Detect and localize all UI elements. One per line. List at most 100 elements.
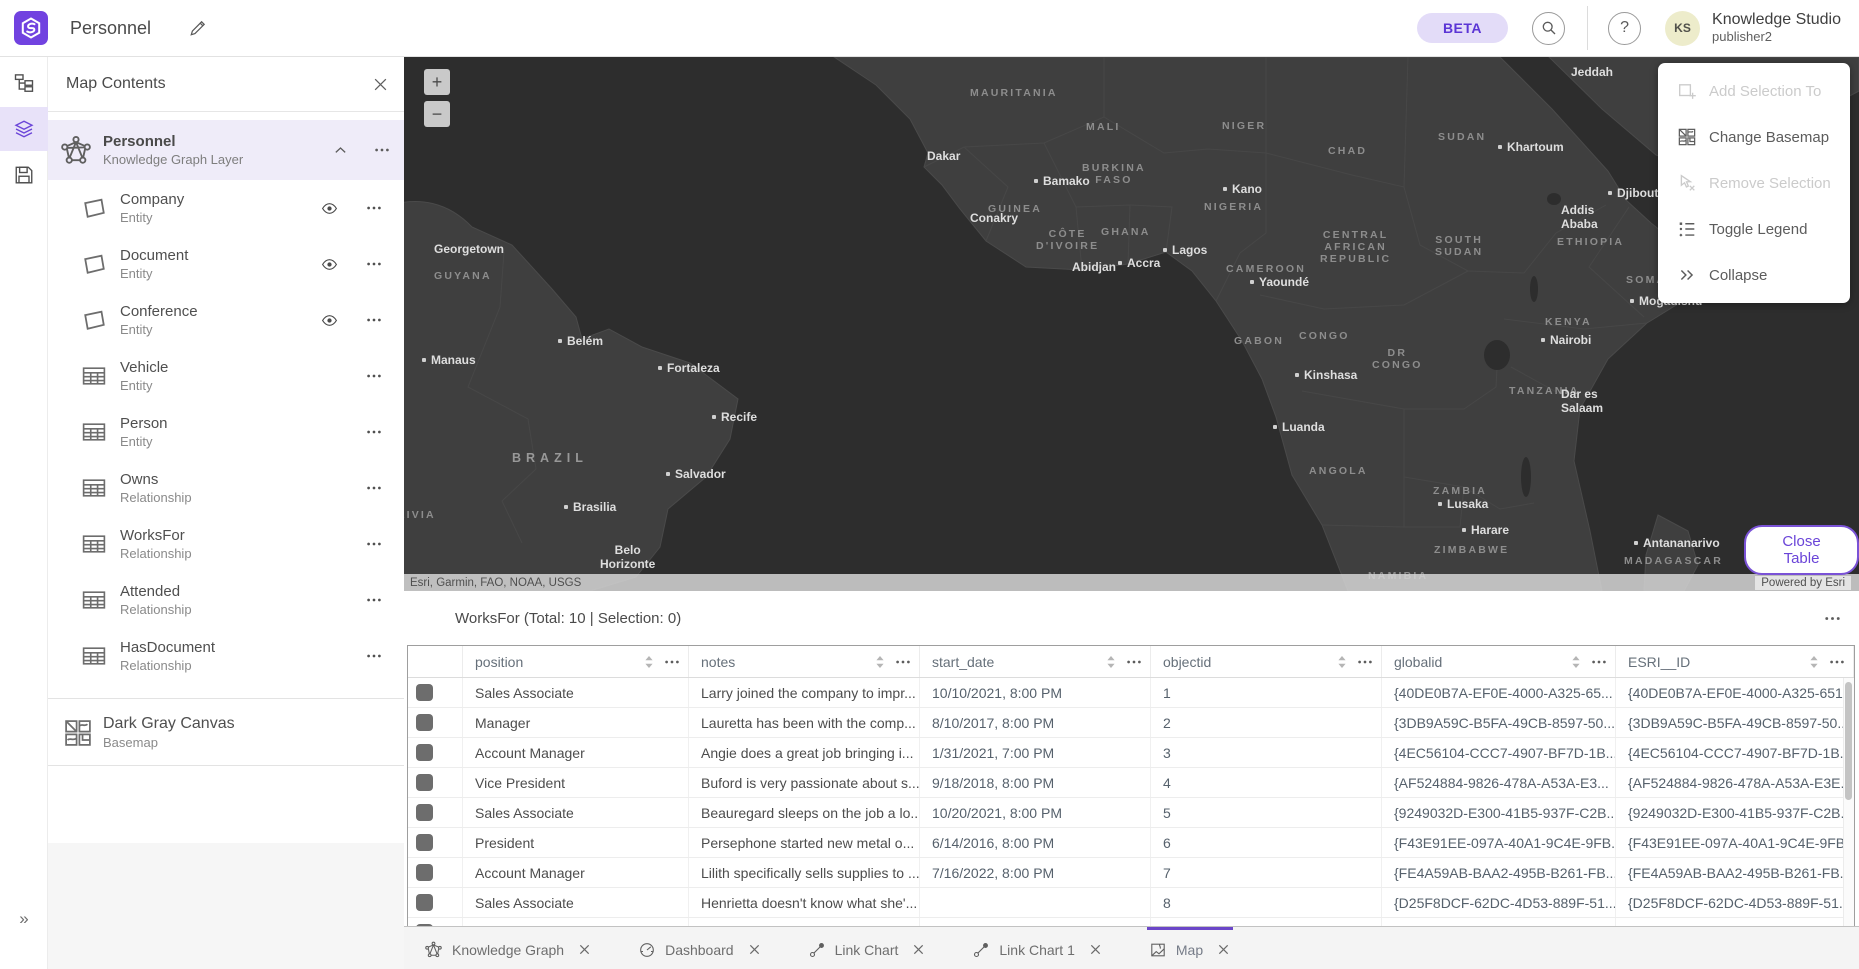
close-panel-icon[interactable] — [373, 77, 388, 92]
workspace-user: publisher2 — [1712, 28, 1773, 44]
layer-options-icon[interactable] — [366, 200, 382, 216]
visibility-eye-icon[interactable] — [321, 200, 338, 217]
cell-esri_id: {D25F8DCF-62DC-4D53-889F-51... — [1616, 888, 1854, 917]
sort-icon[interactable] — [875, 655, 885, 669]
layer-item-owns[interactable]: Owns Relationship — [48, 460, 404, 516]
zoom-in-button[interactable]: + — [424, 69, 450, 95]
menu-item-change-basemap[interactable]: Change Basemap — [1658, 114, 1850, 160]
layer-item-attended[interactable]: Attended Relationship — [48, 572, 404, 628]
avatar[interactable]: KS — [1665, 10, 1701, 46]
layer-options-icon[interactable] — [366, 480, 382, 496]
sort-icon[interactable] — [644, 655, 654, 669]
tab-dashboard[interactable]: Dashboard — [636, 927, 764, 969]
zoom-out-button[interactable]: − — [424, 101, 450, 127]
cell-notes: Beauregard sleeps on the job a lo... — [689, 798, 920, 827]
close-tab-icon[interactable] — [912, 943, 925, 956]
basemap-item[interactable]: Dark Gray Canvas Basemap — [48, 698, 404, 766]
layer-item-vehicle[interactable]: Vehicle Entity — [48, 348, 404, 404]
sort-icon[interactable] — [1337, 655, 1347, 669]
visibility-eye-icon[interactable] — [321, 312, 338, 329]
edit-title-icon[interactable] — [189, 19, 207, 37]
layer-options-icon[interactable] — [366, 256, 382, 272]
layer-title: Person — [120, 415, 168, 432]
close-tab-icon[interactable] — [578, 943, 591, 956]
close-tab-icon[interactable] — [1217, 943, 1230, 956]
layer-item-hasdocument[interactable]: HasDocument Relationship — [48, 628, 404, 684]
column-label: globalid — [1394, 653, 1443, 670]
close-tab-icon[interactable] — [748, 943, 761, 956]
rail-save-button[interactable] — [0, 153, 48, 197]
menu-item-label: Collapse — [1709, 266, 1768, 284]
tab-label: Link Chart 1 — [999, 941, 1075, 958]
rail-data-model-button[interactable] — [0, 61, 48, 105]
help-button[interactable]: ? — [1608, 11, 1642, 45]
header-divider — [1587, 6, 1589, 50]
cell-position: President — [463, 828, 689, 857]
expand-rail-button[interactable]: » — [19, 909, 29, 928]
layer-options-icon[interactable] — [366, 424, 382, 440]
column-header-notes[interactable]: notes — [689, 646, 920, 677]
column-options-icon[interactable] — [1829, 654, 1845, 670]
column-options-icon[interactable] — [664, 654, 680, 670]
layer-options-icon[interactable] — [366, 368, 382, 384]
search-button[interactable] — [1532, 11, 1566, 45]
row-checkbox[interactable] — [416, 834, 433, 851]
layer-group-personnel[interactable]: Personnel Knowledge Graph Layer — [48, 120, 404, 180]
column-options-icon[interactable] — [1591, 654, 1607, 670]
column-header-position[interactable]: position — [463, 646, 689, 677]
cell-esri_id: {4EC56104-CCC7-4907-BF7D-1B... — [1616, 738, 1854, 767]
avatar-initials: KS — [1674, 21, 1691, 35]
row-checkbox[interactable] — [416, 864, 433, 881]
layer-item-person[interactable]: Person Entity — [48, 404, 404, 460]
column-header-esri__id[interactable]: ESRI__ID — [1616, 646, 1854, 677]
cell-notes: Lilith specifically sells supplies to ..… — [689, 858, 920, 887]
group-subtitle: Knowledge Graph Layer — [103, 152, 244, 167]
sort-icon[interactable] — [1106, 655, 1116, 669]
sort-icon[interactable] — [1571, 655, 1581, 669]
row-checkbox[interactable] — [416, 744, 433, 761]
close-tab-icon[interactable] — [1089, 943, 1102, 956]
sort-icon[interactable] — [1809, 655, 1819, 669]
column-options-icon[interactable] — [1126, 654, 1142, 670]
layer-options-icon[interactable] — [366, 648, 382, 664]
cell-globalid: {AF524884-9826-478A-A53A-E3... — [1382, 768, 1616, 797]
tab-map[interactable]: Map — [1146, 927, 1234, 969]
layer-options-icon[interactable] — [366, 592, 382, 608]
column-header-start_date[interactable]: start_date — [920, 646, 1151, 677]
column-options-icon[interactable] — [895, 654, 911, 670]
chevron-up-icon[interactable] — [333, 143, 348, 158]
panel-empty-area — [48, 843, 404, 969]
menu-item-collapse[interactable]: Collapse — [1658, 252, 1850, 298]
column-options-icon[interactable] — [1357, 654, 1373, 670]
column-header-objectid[interactable]: objectid — [1151, 646, 1382, 677]
map-view[interactable]: MAURITANIA MALI NIGER CHAD SUDAN BURKINA FASO… — [404, 57, 1859, 591]
row-checkbox[interactable] — [416, 684, 433, 701]
rail-layers-button[interactable] — [0, 107, 48, 151]
visibility-eye-icon[interactable] — [321, 256, 338, 273]
layer-item-company[interactable]: Company Entity — [48, 180, 404, 236]
layer-item-worksfor[interactable]: WorksFor Relationship — [48, 516, 404, 572]
row-checkbox[interactable] — [416, 774, 433, 791]
tab-knowledge-graph[interactable]: Knowledge Graph — [422, 927, 594, 969]
layer-subtitle: Entity — [120, 266, 153, 281]
row-checkbox[interactable] — [416, 804, 433, 821]
row-checkbox[interactable] — [416, 894, 433, 911]
menu-item-toggle-legend[interactable]: Toggle Legend — [1658, 206, 1850, 252]
group-options-icon[interactable] — [374, 142, 390, 158]
column-header-globalid[interactable]: globalid — [1382, 646, 1616, 677]
layer-item-conference[interactable]: Conference Entity — [48, 292, 404, 348]
user-info[interactable]: Knowledge Studio publisher2 — [1712, 11, 1841, 44]
layer-options-icon[interactable] — [366, 536, 382, 552]
powered-by-esri: Powered by Esri — [1755, 575, 1851, 590]
layer-item-document[interactable]: Document Entity — [48, 236, 404, 292]
tab-link-chart-1[interactable]: Link Chart 1 — [970, 927, 1104, 969]
table-scrollbar[interactable] — [1843, 678, 1854, 926]
row-checkbox[interactable] — [416, 924, 433, 926]
cell-notes: Buford is very passionate about s... — [689, 768, 920, 797]
row-checkbox[interactable] — [416, 714, 433, 731]
table-options-icon[interactable] — [1824, 610, 1841, 627]
cell-start_date: 9/18/2018, 8:00 PM — [920, 768, 1151, 797]
tab-link-chart[interactable]: Link Chart — [806, 927, 929, 969]
layer-options-icon[interactable] — [366, 312, 382, 328]
close-table-button[interactable]: Close Table — [1744, 525, 1859, 575]
